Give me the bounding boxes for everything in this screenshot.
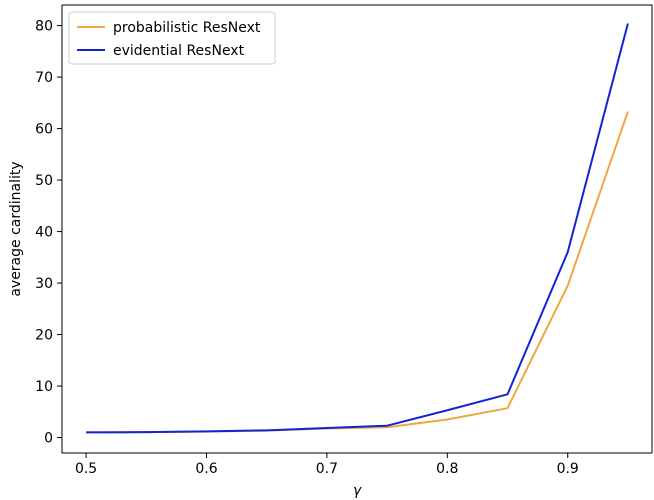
y-tick-label: 60: [35, 122, 53, 138]
x-axis-label: γ: [353, 483, 362, 499]
y-axis-label: average cardinality: [8, 161, 24, 296]
legend-label-evidential: evidential ResNext: [113, 43, 245, 59]
series-line-0: [86, 111, 629, 434]
y-tick-label: 50: [35, 173, 53, 189]
y-tick-label: 80: [35, 19, 53, 35]
y-tick-label: 0: [44, 431, 53, 447]
plot-frame: [61, 4, 653, 454]
legend-box: [68, 11, 276, 65]
y-tick-label: 40: [35, 225, 53, 241]
x-tick-label: 0.6: [195, 461, 217, 477]
y-tick-label: 70: [35, 70, 53, 86]
legend-label-probabilistic: probabilistic ResNext: [113, 20, 261, 36]
x-tick-label: 0.7: [316, 461, 338, 477]
series-line-1: [86, 23, 629, 434]
legend: probabilistic ResNext evidential ResNext: [68, 11, 276, 65]
plot-lines: [86, 23, 629, 434]
y-axis: 0 10 20 30 40 50 60 70 80: [35, 19, 62, 447]
y-tick-label: 30: [35, 276, 53, 292]
x-tick-label: 0.5: [75, 461, 97, 477]
y-tick-label: 10: [35, 379, 53, 395]
x-tick-label: 0.9: [557, 461, 579, 477]
y-tick-label: 20: [35, 328, 53, 344]
x-axis: 0.5 0.6 0.7 0.8 0.9: [75, 453, 579, 477]
x-tick-label: 0.8: [436, 461, 458, 477]
